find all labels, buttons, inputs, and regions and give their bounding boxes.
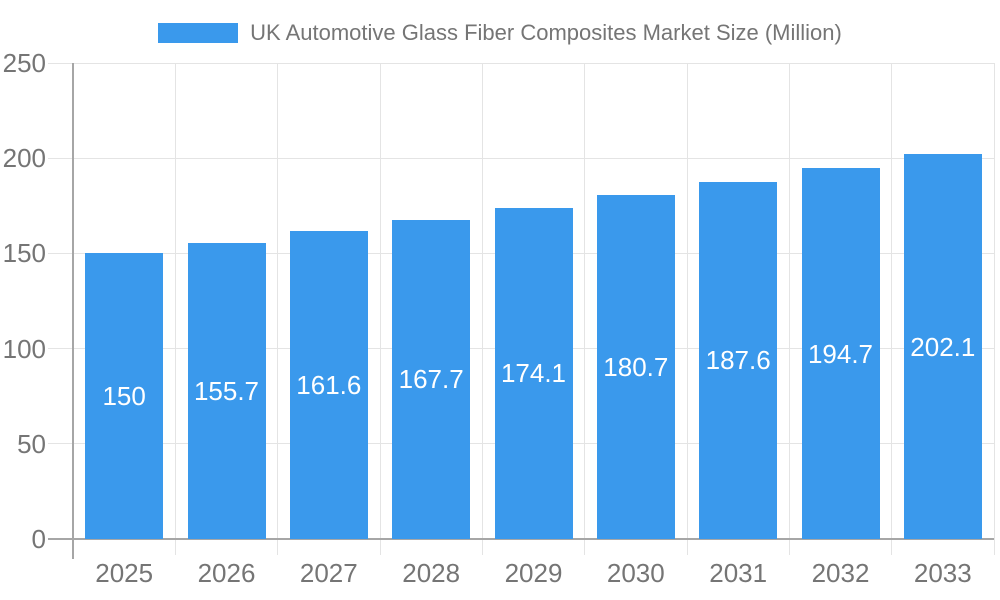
- bar[interactable]: [699, 181, 778, 539]
- v-gridline: [584, 63, 586, 555]
- bar-value-label: 150: [102, 381, 146, 412]
- bar-value-label: 187.6: [705, 345, 771, 376]
- v-gridline: [481, 63, 483, 555]
- legend[interactable]: UK Automotive Glass Fiber Composites Mar…: [0, 20, 1000, 46]
- bar-value-label: 180.7: [603, 351, 669, 382]
- bar-value-label: 155.7: [193, 375, 260, 406]
- y-axis-line: [72, 63, 74, 559]
- h-gridline: [48, 62, 994, 64]
- bar[interactable]: [596, 194, 675, 539]
- x-tick-label: 2025: [95, 558, 154, 588]
- x-tick-label: 2028: [402, 558, 461, 588]
- v-gridline: [277, 63, 279, 555]
- bar-value-label: 174.1: [500, 358, 567, 389]
- bar-value-label: 167.7: [398, 364, 464, 395]
- v-gridline: [379, 63, 381, 555]
- h-gridline: [48, 157, 994, 159]
- y-tick-label: 250: [2, 48, 46, 78]
- y-tick-label: 50: [17, 428, 46, 459]
- bar-value-label: 194.7: [807, 338, 874, 369]
- v-gridline: [891, 63, 893, 555]
- bar-value-label: 202.1: [910, 331, 976, 362]
- legend-label: UK Automotive Glass Fiber Composites Mar…: [250, 20, 842, 45]
- bar-value-label: 161.6: [296, 370, 362, 401]
- y-tick-label: 150: [2, 238, 46, 269]
- x-tick-label: 2031: [709, 558, 768, 588]
- x-tick-label: 2032: [811, 558, 870, 588]
- x-tick-label: 2027: [299, 558, 358, 588]
- v-gridline: [686, 63, 688, 555]
- v-gridline: [788, 63, 790, 555]
- v-gridline: [993, 63, 995, 555]
- bar[interactable]: [801, 168, 880, 539]
- x-tick-label: 2029: [504, 558, 563, 588]
- y-tick-label: 200: [2, 143, 46, 174]
- x-axis-line: [48, 538, 994, 540]
- y-tick-label: 0: [31, 524, 46, 554]
- x-tick-label: 2030: [606, 558, 665, 588]
- y-tick-label: 100: [2, 333, 46, 364]
- bar[interactable]: [494, 207, 573, 539]
- bar[interactable]: [903, 154, 982, 539]
- x-tick-label: 2033: [913, 558, 972, 588]
- bar[interactable]: [392, 219, 471, 539]
- x-tick-label: 2026: [197, 558, 256, 588]
- bar[interactable]: [187, 242, 266, 539]
- legend-swatch: [158, 23, 239, 43]
- bar[interactable]: [289, 231, 368, 539]
- bar[interactable]: [85, 253, 164, 539]
- v-gridline: [174, 63, 176, 555]
